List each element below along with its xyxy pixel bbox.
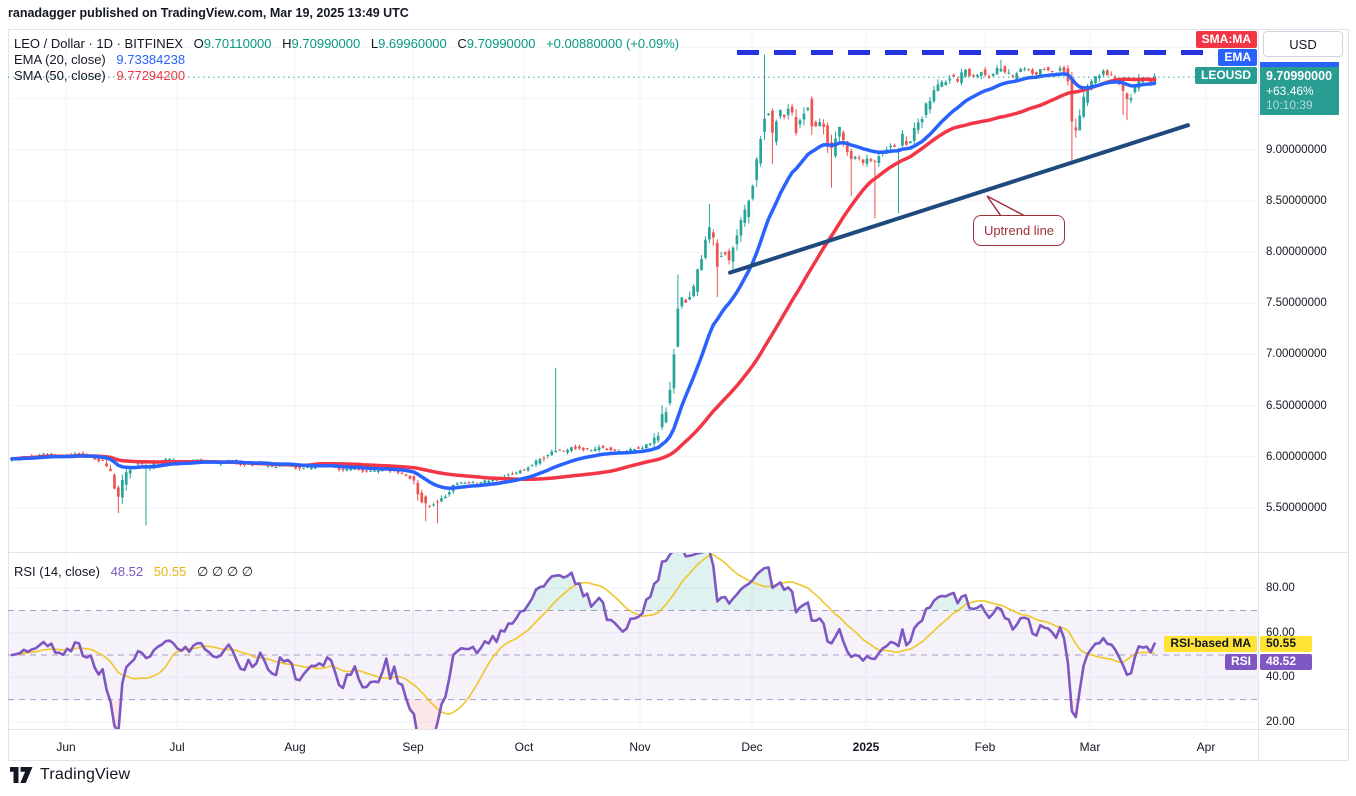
price-axis-label: 5.50000000 [1266,501,1327,514]
price-axis-label: 6.00000000 [1266,450,1327,463]
close-value: 9.70990000 [466,36,536,51]
rsi-ma-badge[interactable]: RSI-based MA [1164,636,1257,652]
time-axis-label: Jul [169,740,185,754]
time-axis-border [9,729,1348,730]
open-value: 9.70110000 [203,36,272,51]
change-value: +0.00880000 (+0.09%) [546,36,680,51]
time-axis-label: Oct [514,740,534,754]
price-axis-label: 8.00000000 [1266,246,1327,259]
publish-note: ranadagger published on TradingView.com,… [8,6,409,20]
time-axis-label: Feb [974,740,996,754]
rsi-axis-label: 80.00 [1266,582,1295,595]
sma-ma-price-badge[interactable]: SMA:MA [1195,31,1257,48]
close-label: C [457,36,467,51]
sma-label: SMA (50, close) [14,68,106,83]
price-axis-label: 7.50000000 [1266,297,1327,310]
chart-frame[interactable] [8,29,1349,761]
sma-50-line[interactable] [10,77,1157,482]
ema-axis-strip [1260,62,1339,67]
price-axis-label: 7.00000000 [1266,348,1327,361]
time-axis-label: Apr [1196,740,1216,754]
price-axis-separator [1258,30,1259,760]
sma-legend[interactable]: SMA (50, close) 9.77294200 [14,68,188,83]
rsi-empty-slots: ∅ ∅ ∅ ∅ [196,564,254,579]
rsi-axis-label: 40.00 [1266,671,1295,684]
brand-footer[interactable]: TradingView [10,766,130,784]
rsi-ma-axis-value: 50.55 [1260,636,1312,652]
low-label: L [370,36,379,51]
rsi-line[interactable] [10,553,1156,729]
last-price-change: +63.46% [1266,84,1314,98]
ema-legend[interactable]: EMA (20, close) 9.73384238 [14,52,188,67]
price-axis-label: 9.00000000 [1266,143,1327,156]
rsi-legend[interactable]: RSI (14, close) 48.52 50.55 ∅ ∅ ∅ ∅ [14,564,256,580]
rsi-axis-value: 48.52 [1260,654,1312,670]
time-axis-label: Jun [56,740,76,754]
last-price-countdown: 10:10:39 [1266,98,1313,112]
time-axis-label: Nov [629,740,651,754]
symbol-legend[interactable]: LEO / Dollar · 1D · BITFINEX O9.70110000… [14,36,682,51]
candlestick-series [10,54,1156,526]
price-pane[interactable] [8,30,1258,552]
ema-value: 9.73384238 [116,52,186,67]
rsi-badge[interactable]: RSI [1224,654,1257,670]
symbol-price-badge[interactable]: LEOUSD [1194,67,1257,84]
rsi-value: 48.52 [110,564,144,579]
ema-20-line[interactable] [10,72,1157,491]
time-axis-label: Dec [741,740,763,754]
tradingview-logo-icon [10,767,33,783]
rsi-ma-value: 50.55 [153,564,187,579]
last-price-value: 9.70990000 [1266,69,1333,83]
sma-value: 9.77294200 [116,68,186,83]
time-axis-label: Sep [402,740,424,754]
brand-name: TradingView [40,766,131,783]
low-value: 9.69960000 [378,36,447,51]
symbol-title[interactable]: LEO / Dollar · 1D · BITFINEX [14,36,184,51]
uptrend-line-callout[interactable]: Uptrend line [973,215,1065,246]
rsi-axis-label: 20.00 [1266,715,1295,728]
last-price-box[interactable]: 9.70990000 +63.46% 10:10:39 [1260,62,1339,115]
price-axis-label: 8.50000000 [1266,194,1327,207]
time-axis-label: Aug [284,740,306,754]
price-axis-label: 6.50000000 [1266,399,1327,412]
rsi-axis-label: 60.00 [1266,626,1295,639]
high-value: 9.70990000 [291,36,361,51]
rsi-label: RSI (14, close) [14,564,100,579]
ema-label: EMA (20, close) [14,52,106,67]
open-label: O [193,36,204,51]
time-axis-label: 2025 [852,740,880,754]
ema-price-badge[interactable]: EMA [1218,49,1257,66]
rsi-pane[interactable] [8,553,1258,729]
uptrend-line[interactable] [728,123,1190,275]
rsi-band [8,610,1258,700]
time-axis-label: Mar [1079,740,1101,754]
high-label: H [282,36,292,51]
currency-toggle-button[interactable]: USD [1263,31,1343,57]
pane-separator[interactable] [9,552,1348,553]
